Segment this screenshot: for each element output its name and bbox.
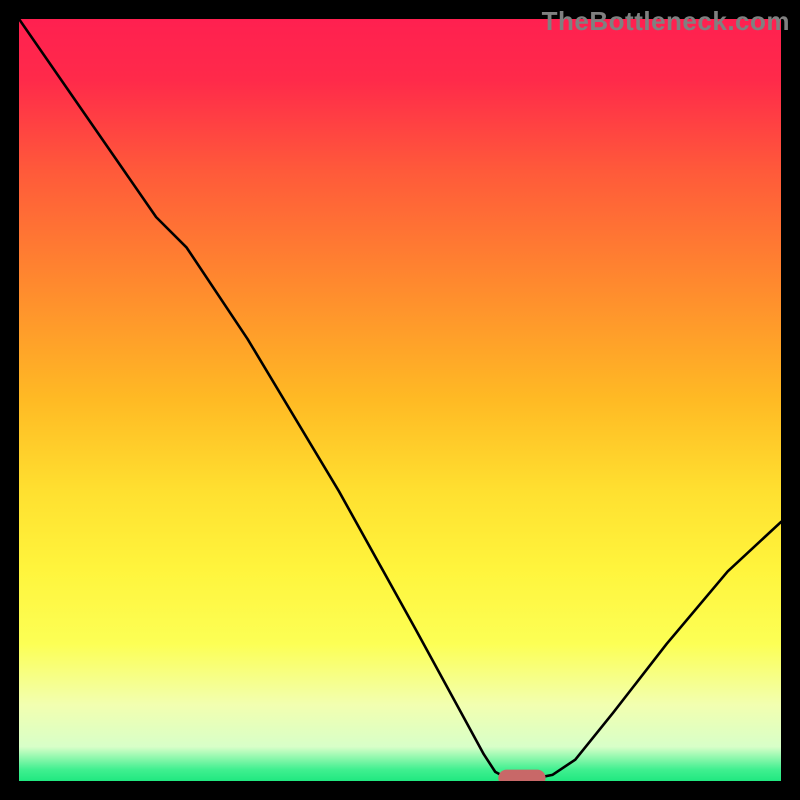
optimal-marker xyxy=(498,770,545,781)
chart-frame: TheBottleneck.com xyxy=(0,0,800,800)
gradient-background xyxy=(19,19,781,781)
plot-area xyxy=(19,19,781,781)
plot-svg xyxy=(19,19,781,781)
watermark-text: TheBottleneck.com xyxy=(542,6,790,37)
